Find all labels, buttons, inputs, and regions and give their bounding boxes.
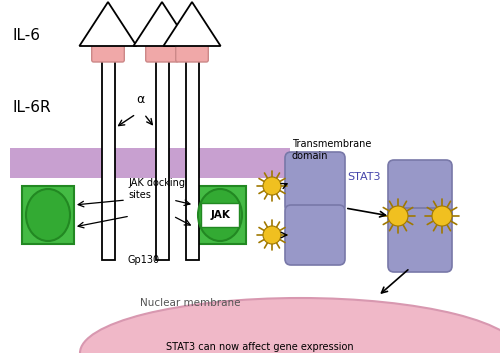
- FancyBboxPatch shape: [176, 44, 208, 62]
- Polygon shape: [80, 2, 136, 46]
- FancyBboxPatch shape: [146, 44, 178, 62]
- Bar: [102, 60, 114, 260]
- Text: JAK: JAK: [210, 210, 230, 220]
- Bar: [186, 60, 198, 260]
- Text: Transmembrane
domain: Transmembrane domain: [292, 139, 372, 161]
- Circle shape: [432, 206, 452, 226]
- FancyBboxPatch shape: [388, 160, 452, 224]
- FancyBboxPatch shape: [388, 208, 452, 272]
- Ellipse shape: [80, 298, 500, 353]
- Circle shape: [263, 226, 281, 244]
- Text: Nuclear membrane: Nuclear membrane: [140, 298, 240, 308]
- FancyBboxPatch shape: [285, 152, 345, 212]
- FancyBboxPatch shape: [285, 205, 345, 265]
- Polygon shape: [164, 2, 220, 46]
- Bar: [156, 60, 168, 260]
- Bar: [22, 186, 74, 244]
- Text: STAT3 can now affect gene expression: STAT3 can now affect gene expression: [166, 342, 354, 352]
- Circle shape: [388, 206, 408, 226]
- Text: IL-6: IL-6: [12, 28, 40, 43]
- Polygon shape: [134, 2, 190, 46]
- Circle shape: [263, 177, 281, 195]
- FancyBboxPatch shape: [92, 44, 124, 62]
- Bar: [10, 148, 290, 178]
- Bar: [194, 186, 246, 244]
- Ellipse shape: [26, 189, 70, 241]
- Text: Gp130: Gp130: [128, 255, 160, 265]
- Text: JAK docking
sites: JAK docking sites: [128, 178, 185, 199]
- FancyBboxPatch shape: [201, 203, 239, 227]
- Text: STAT3: STAT3: [347, 172, 380, 182]
- Text: IL-6R: IL-6R: [12, 100, 51, 115]
- Ellipse shape: [198, 189, 242, 241]
- Text: α: α: [136, 93, 144, 106]
